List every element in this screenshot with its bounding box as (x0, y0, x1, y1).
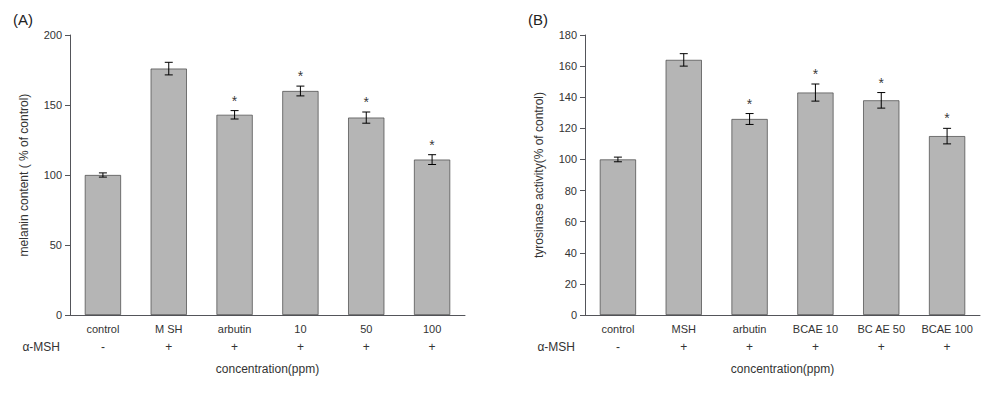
svg-text:10: 10 (294, 323, 306, 335)
svg-text:(B): (B) (528, 11, 548, 28)
svg-text:concentration(ppm): concentration(ppm) (216, 362, 319, 376)
svg-text:*: * (879, 75, 885, 91)
svg-text:α-MSH: α-MSH (537, 340, 575, 354)
svg-text:+: + (878, 340, 885, 354)
svg-text:*: * (747, 96, 753, 112)
svg-text:tyrosinase activity(% of contr: tyrosinase activity(% of control) (532, 92, 546, 258)
svg-text:control: control (601, 323, 634, 335)
svg-text:MSH: MSH (672, 323, 697, 335)
svg-text:100: 100 (559, 153, 577, 165)
svg-text:-: - (101, 340, 105, 354)
svg-text:60: 60 (565, 216, 577, 228)
svg-text:melanin content ( % of control: melanin content ( % of control) (17, 94, 31, 257)
svg-text:140: 140 (559, 91, 577, 103)
svg-text:*: * (944, 110, 950, 126)
svg-text:concentration(ppm): concentration(ppm) (731, 362, 834, 376)
svg-text:BC AE 50: BC AE 50 (857, 323, 905, 335)
svg-text:100: 100 (44, 169, 62, 181)
svg-text:+: + (165, 340, 172, 354)
svg-text:20: 20 (565, 278, 577, 290)
svg-text:α-MSH: α-MSH (22, 340, 60, 354)
svg-text:control: control (86, 323, 119, 335)
svg-text:160: 160 (559, 60, 577, 72)
svg-text:*: * (429, 137, 435, 153)
svg-text:*: * (364, 94, 370, 110)
svg-text:150: 150 (44, 99, 62, 111)
svg-text:200: 200 (44, 29, 62, 41)
svg-text:+: + (297, 340, 304, 354)
svg-text:arbutin: arbutin (218, 323, 252, 335)
svg-text:*: * (298, 68, 304, 84)
svg-text:*: * (232, 93, 238, 109)
svg-text:M SH: M SH (155, 323, 183, 335)
svg-text:+: + (944, 340, 951, 354)
svg-text:100: 100 (423, 323, 441, 335)
svg-text:+: + (746, 340, 753, 354)
svg-text:+: + (680, 340, 687, 354)
svg-text:0: 0 (571, 309, 577, 321)
svg-text:180: 180 (559, 29, 577, 41)
svg-text:40: 40 (565, 247, 577, 259)
svg-text:80: 80 (565, 185, 577, 197)
svg-text:*: * (813, 66, 819, 82)
svg-text:+: + (363, 340, 370, 354)
svg-text:+: + (231, 340, 238, 354)
svg-text:BCAE 100: BCAE 100 (921, 323, 972, 335)
svg-text:BCAE 10: BCAE 10 (793, 323, 838, 335)
svg-text:+: + (812, 340, 819, 354)
svg-text:arbutin: arbutin (733, 323, 767, 335)
svg-text:120: 120 (559, 122, 577, 134)
svg-text:0: 0 (56, 309, 62, 321)
svg-text:+: + (429, 340, 436, 354)
svg-text:(A): (A) (13, 11, 33, 28)
svg-text:-: - (616, 340, 620, 354)
svg-text:50: 50 (50, 239, 62, 251)
svg-text:50: 50 (360, 323, 372, 335)
